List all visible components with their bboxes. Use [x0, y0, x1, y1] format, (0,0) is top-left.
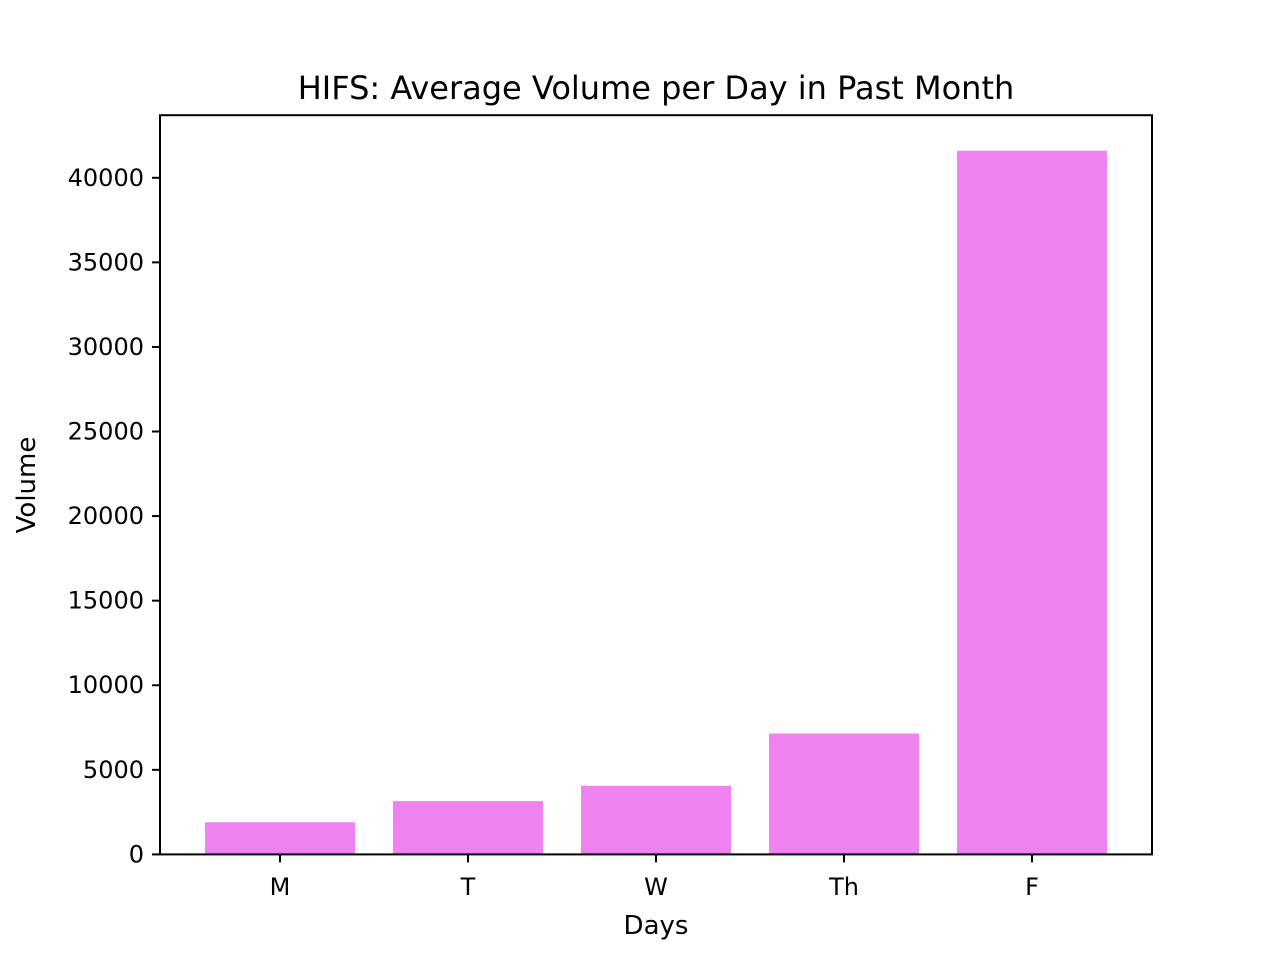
x-ticks-group: M T W Th F	[270, 854, 1039, 901]
x-tick-label-t: T	[460, 873, 476, 901]
plot-frame	[159, 114, 1153, 856]
y-axis-label: Volume	[12, 437, 42, 534]
y-tick-label-20000: 20000	[68, 502, 144, 530]
x-tick-label-w: W	[644, 873, 668, 901]
x-tick-label-m: M	[270, 873, 291, 901]
bar-f	[957, 150, 1107, 855]
y-tick-label-15000: 15000	[68, 587, 144, 615]
x-tick-label-f: F	[1025, 873, 1039, 901]
y-tick-label-0: 0	[129, 840, 144, 868]
y-tick-label-30000: 30000	[68, 333, 144, 361]
y-ticks-group: 0 5000 10000 15000 20000 25000 30000 35000 40000	[68, 164, 160, 868]
bar-t	[393, 801, 543, 855]
bar-th	[769, 733, 919, 855]
y-tick-label-25000: 25000	[68, 418, 144, 446]
bar-w	[581, 785, 731, 855]
y-tick-label-5000: 5000	[83, 756, 144, 784]
bar-m	[205, 822, 355, 855]
y-tick-label-35000: 35000	[68, 248, 144, 276]
x-axis-label: Days	[624, 911, 689, 941]
y-tick-label-10000: 10000	[68, 671, 144, 699]
y-tick-label-40000: 40000	[68, 164, 144, 192]
chart-title: HIFS: Average Volume per Day in Past Mon…	[298, 69, 1015, 107]
bars-group	[205, 150, 1107, 855]
x-tick-label-th: Th	[828, 873, 859, 901]
